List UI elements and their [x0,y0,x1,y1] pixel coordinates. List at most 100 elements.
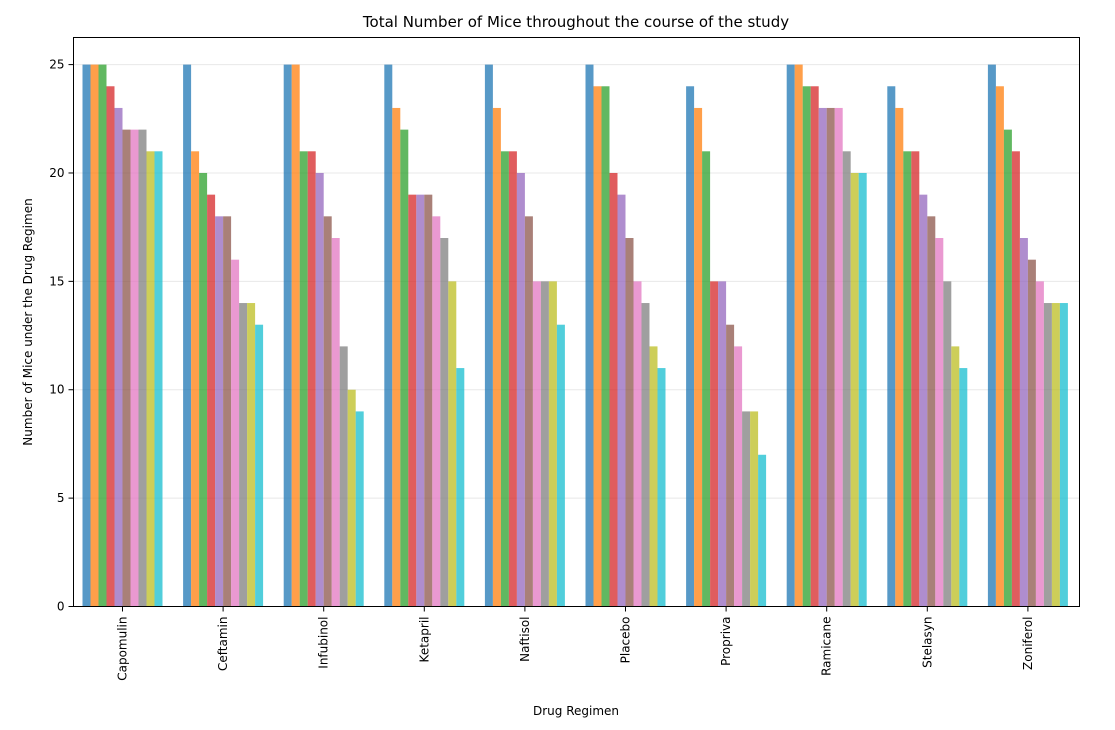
bar-infubinol-9 [347,389,356,607]
bar-ceftamin-7 [231,259,240,607]
bar-stelasyn-1 [887,86,896,607]
x-tick-label-ramicane: Ramicane [820,617,834,676]
bars [82,64,1068,607]
bar-ramicane-6 [826,107,835,607]
bar-ramicane-8 [842,151,851,607]
bar-propriva-8 [742,411,751,607]
bar-ramicane-7 [834,107,843,607]
bar-capomulin-6 [122,129,131,607]
bar-infubinol-2 [291,64,300,607]
y-tick-label: 15 [49,274,64,288]
bar-infubinol-4 [307,151,316,607]
bar-capomulin-10 [154,151,163,607]
bar-ketapril-10 [456,368,465,607]
bar-zoniferol-10 [1059,303,1068,607]
x-tick-label-capomulin: Capomulin [116,617,130,681]
bar-placebo-2 [593,86,602,607]
bar-naftisol-5 [516,172,525,607]
bar-ketapril-2 [392,107,401,607]
bar-capomulin-5 [114,107,123,607]
bar-infubinol-10 [355,411,364,607]
bar-capomulin-4 [106,86,115,607]
bar-stelasyn-3 [903,151,912,607]
bar-naftisol-4 [508,151,517,607]
bar-naftisol-7 [532,281,541,607]
bar-placebo-4 [609,172,618,607]
x-tick-label-ceftamin: Ceftamin [216,617,230,671]
bar-propriva-5 [718,281,727,607]
bar-capomulin-8 [138,129,147,607]
bar-placebo-1 [585,64,594,607]
bar-stelasyn-8 [943,281,952,607]
bar-ramicane-2 [794,64,803,607]
bar-ketapril-8 [440,238,449,607]
bar-zoniferol-2 [995,86,1004,607]
bar-infubinol-1 [283,64,292,607]
bar-ramicane-5 [818,107,827,607]
bar-ketapril-6 [424,194,433,607]
bar-ceftamin-2 [191,151,200,607]
x-tick-label-propriva: Propriva [719,617,733,666]
bar-infubinol-7 [331,238,340,607]
bar-stelasyn-9 [951,346,960,607]
bar-ceftamin-6 [223,216,232,607]
bar-ramicane-10 [858,172,867,607]
x-axis: Capomulin Ceftamin Infubinol Ketapril Naftis… [116,606,1035,681]
bar-capomulin-3 [98,64,107,607]
bar-ketapril-5 [416,194,425,607]
bar-ketapril-7 [432,216,441,607]
bar-propriva-4 [710,281,719,607]
y-tick-label: 0 [57,600,65,614]
bar-ceftamin-5 [215,216,224,607]
bar-stelasyn-4 [911,151,920,607]
x-axis-label: Drug Regimen [533,704,619,718]
bar-placebo-8 [641,303,650,607]
bar-ketapril-4 [408,194,417,607]
bar-capomulin-2 [90,64,99,607]
bar-ceftamin-1 [183,64,192,607]
bar-propriva-6 [726,324,735,607]
bar-zoniferol-6 [1027,259,1036,607]
bar-stelasyn-7 [935,238,944,607]
y-axis-label: Number of Mice under the Drug Regimen [21,198,35,445]
bar-infubinol-5 [315,172,324,607]
bar-propriva-10 [758,454,767,607]
bar-placebo-9 [649,346,658,607]
bar-zoniferol-5 [1019,238,1028,607]
bar-placebo-6 [625,238,634,607]
bar-propriva-7 [734,346,743,607]
bar-capomulin-7 [130,129,139,607]
bar-ceftamin-10 [255,324,264,607]
y-axis: 0 5 10 15 20 25 [49,58,74,614]
bar-zoniferol-1 [987,64,996,607]
x-tick-label-placebo: Placebo [619,617,633,664]
bar-ketapril-9 [448,281,457,607]
bar-infubinol-6 [323,216,332,607]
x-tick-label-zoniferol: Zoniferol [1021,617,1035,670]
bar-ceftamin-3 [199,172,208,607]
bar-naftisol-9 [548,281,557,607]
bar-placebo-3 [601,86,610,607]
bar-placebo-5 [617,194,626,607]
bar-naftisol-1 [484,64,493,607]
bar-ramicane-9 [850,172,859,607]
bar-capomulin-9 [146,151,155,607]
bar-propriva-9 [750,411,759,607]
y-tick-label: 20 [49,166,64,180]
x-tick-label-naftisol: Naftisol [518,617,532,662]
bar-propriva-3 [702,151,711,607]
bar-stelasyn-5 [919,194,928,607]
plot-frame [73,37,1080,607]
bar-naftisol-6 [524,216,533,607]
x-tick-label-infubinol: Infubinol [317,617,331,669]
bar-capomulin-1 [82,64,91,607]
bar-placebo-7 [633,281,642,607]
bar-naftisol-2 [492,107,501,607]
bar-zoniferol-8 [1043,303,1052,607]
chart-title: Total Number of Mice throughout the cour… [362,13,789,31]
x-tick-label-stelasyn: Stelasyn [920,617,934,668]
bar-naftisol-3 [500,151,509,607]
bar-zoniferol-4 [1011,151,1020,607]
bar-ceftamin-9 [247,303,256,607]
